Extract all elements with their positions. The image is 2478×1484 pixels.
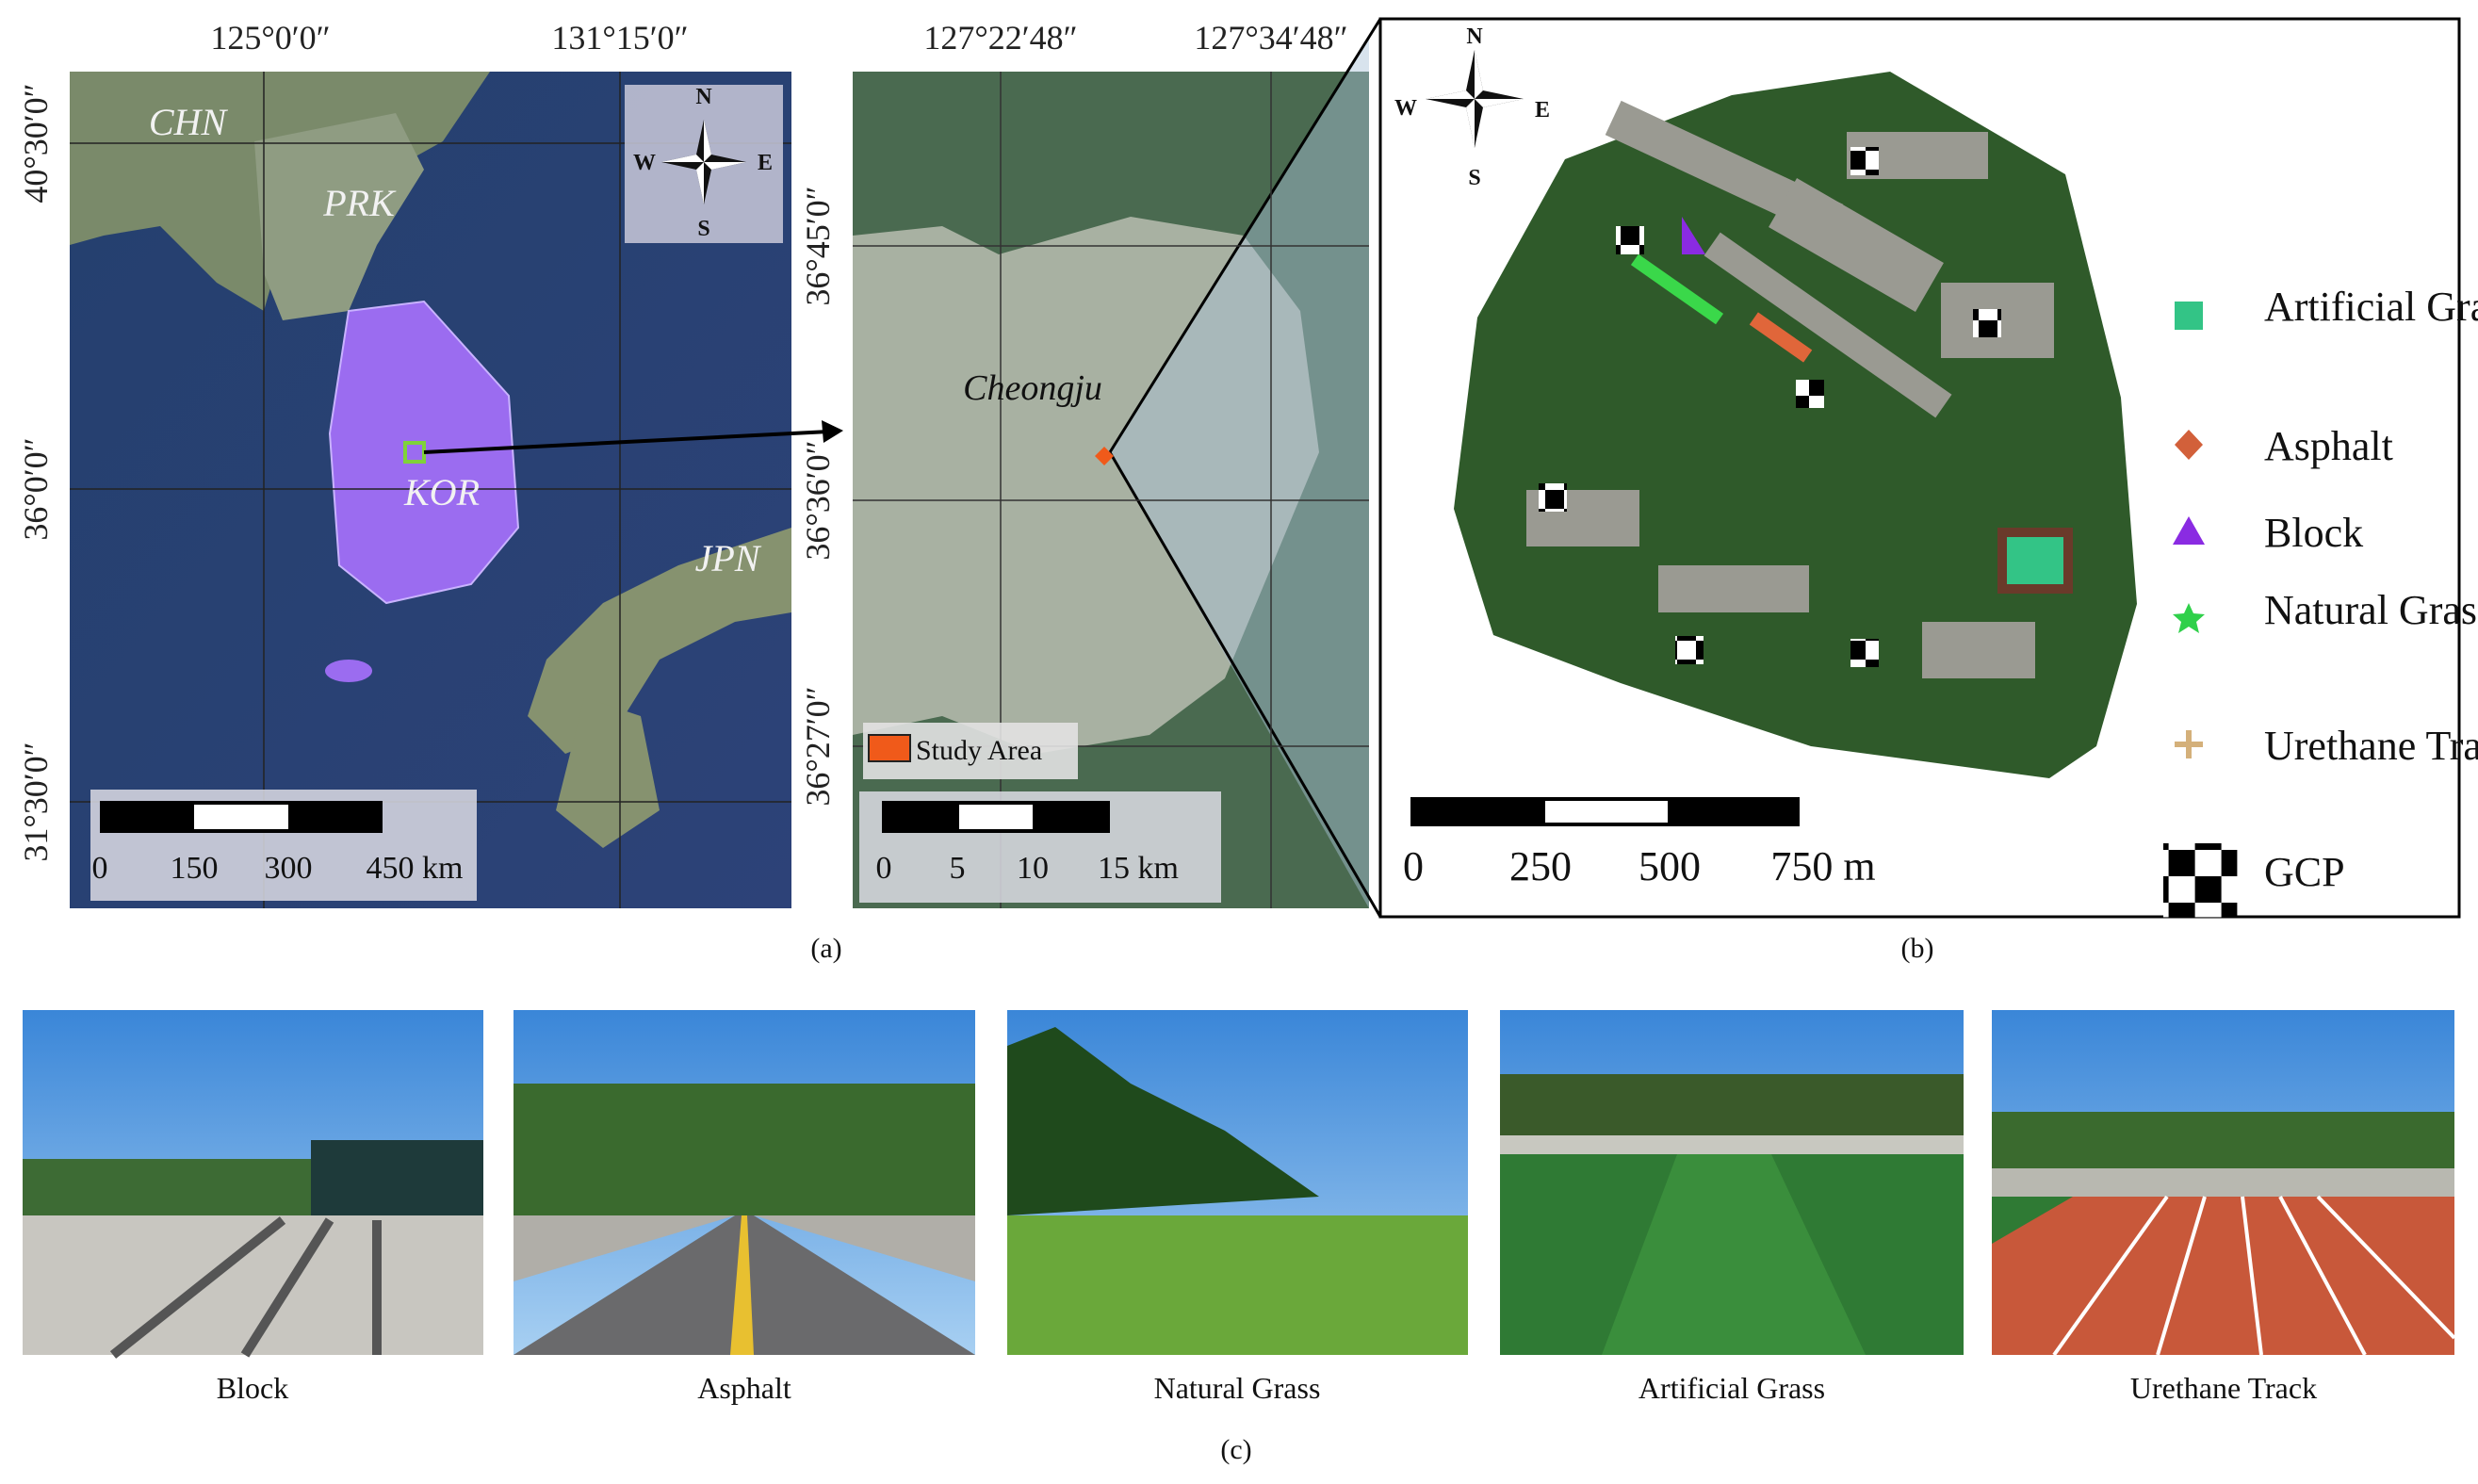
arrow bbox=[423, 430, 830, 454]
gcp-points bbox=[1539, 147, 2001, 667]
scale-label: 10 bbox=[1017, 851, 1049, 886]
photo-natural-grass bbox=[1007, 1010, 1468, 1355]
country-label: KOR bbox=[403, 471, 480, 514]
city-label: Cheongju bbox=[963, 368, 1102, 408]
lon-label: 127°22′48″ bbox=[923, 19, 1077, 57]
zoom-wedge bbox=[1110, 38, 1369, 908]
scale-label: 300 bbox=[265, 851, 313, 886]
legend-swatch bbox=[868, 734, 911, 762]
legend-label: GCP bbox=[2264, 849, 2345, 895]
panel-label: (b) bbox=[1901, 933, 1934, 964]
legend-symbol bbox=[2173, 603, 2205, 633]
legend-label-line: Artificial Grass bbox=[2264, 284, 2478, 330]
legend-label: Block bbox=[2264, 510, 2363, 556]
legend-label: Study Area bbox=[916, 735, 1042, 766]
compass-w: W bbox=[633, 151, 656, 175]
scale-bar-seg bbox=[959, 805, 1033, 829]
compass-e: E bbox=[758, 151, 773, 175]
country-label: CHN bbox=[149, 101, 229, 143]
legend-symbol bbox=[2163, 843, 2238, 918]
scale-label: 150 bbox=[171, 851, 219, 886]
compass-rose bbox=[1426, 50, 1524, 148]
photo-asphalt bbox=[514, 1010, 975, 1355]
panel-a: N S W E CHN PRK KOR JPN 0 150 300 450 km… bbox=[17, 19, 791, 908]
photo-caption: Block bbox=[217, 1371, 288, 1405]
zoom-line bbox=[1108, 451, 1382, 918]
lat-label: 36°0′0″ bbox=[17, 437, 55, 540]
lat-label: 36°45′0″ bbox=[799, 186, 837, 305]
lat-label: 40°30′0″ bbox=[17, 83, 55, 203]
compass-s: S bbox=[1468, 166, 1480, 190]
lon-label: 131°15′0″ bbox=[551, 19, 688, 57]
land-prk bbox=[254, 113, 424, 320]
asphalt-site bbox=[1749, 312, 1813, 363]
photo-caption: Artificial Grass bbox=[1638, 1371, 1825, 1405]
panel-label: (a) bbox=[810, 933, 841, 964]
scale-label: 500 bbox=[1638, 843, 1701, 889]
city-area bbox=[853, 217, 1319, 754]
compass-n: N bbox=[1466, 24, 1483, 49]
block-site bbox=[1682, 217, 1705, 254]
legend-symbol bbox=[2175, 302, 2203, 330]
scale-label: 0 bbox=[876, 851, 892, 886]
panel-inset: Cheongju Study Area 0 5 10 15 km 127°22′… bbox=[799, 18, 1382, 918]
lat-label: 31°30′0″ bbox=[17, 742, 55, 861]
jeju bbox=[325, 660, 372, 682]
photo-caption: Natural Grass bbox=[1154, 1371, 1321, 1405]
lat-label: 36°27′0″ bbox=[799, 686, 837, 806]
panel-label: (c) bbox=[1220, 1434, 1251, 1465]
arrowhead bbox=[822, 420, 843, 443]
legend-symbol bbox=[2175, 430, 2203, 460]
land-kyushu bbox=[556, 697, 660, 848]
zoom-line bbox=[1108, 18, 1382, 453]
scale-label: 0 bbox=[1403, 843, 1424, 889]
photo-artificial-grass bbox=[1500, 1010, 1964, 1355]
lon-label: 125°0′0″ bbox=[210, 19, 330, 57]
panel-c: Block Asphalt Natural Grass Artificial G… bbox=[23, 1010, 2456, 1465]
scale-bar-seg bbox=[194, 805, 288, 829]
scale-label: 450 km bbox=[367, 851, 464, 886]
legend-symbol bbox=[2175, 730, 2203, 758]
photo-caption: Urethane Track bbox=[2130, 1371, 2317, 1405]
scale-label: 15 km bbox=[1098, 851, 1179, 886]
country-label: JPN bbox=[695, 537, 762, 579]
photo-urethane-track bbox=[1992, 1010, 2456, 1357]
compass-n: N bbox=[695, 85, 712, 109]
study-point bbox=[1095, 447, 1114, 465]
natural-grass-site bbox=[1630, 253, 1724, 325]
scale-label: 750 m bbox=[1770, 843, 1875, 889]
legend-label: Urethane Track bbox=[2264, 723, 2478, 769]
compass-e: E bbox=[1535, 98, 1550, 122]
scale-label: 5 bbox=[950, 851, 966, 886]
panel-b: N S W E Artificial Grass Asphalt Block N… bbox=[1378, 17, 2478, 919]
compass-s: S bbox=[697, 217, 709, 241]
scale-label: 250 bbox=[1509, 843, 1572, 889]
lat-label: 36°36′0″ bbox=[799, 440, 837, 560]
country-label: PRK bbox=[322, 182, 397, 224]
legend-label: Natural Grass bbox=[2264, 587, 2478, 633]
scale-label: 0 bbox=[92, 851, 108, 886]
lon-label: 127°34′48″ bbox=[1194, 19, 1347, 57]
photo-block bbox=[23, 1010, 483, 1359]
photo-caption: Asphalt bbox=[697, 1371, 791, 1405]
legend-label: Artificial Grass bbox=[2264, 284, 2478, 330]
legend-label: Asphalt bbox=[2264, 423, 2393, 469]
buildings bbox=[1526, 100, 2054, 678]
land-jpn bbox=[528, 528, 791, 754]
scale-bar-seg bbox=[1545, 801, 1668, 823]
legend-symbol bbox=[2173, 516, 2205, 545]
compass-w: W bbox=[1394, 96, 1417, 121]
compass-rose bbox=[661, 120, 746, 204]
field bbox=[2007, 537, 2063, 584]
